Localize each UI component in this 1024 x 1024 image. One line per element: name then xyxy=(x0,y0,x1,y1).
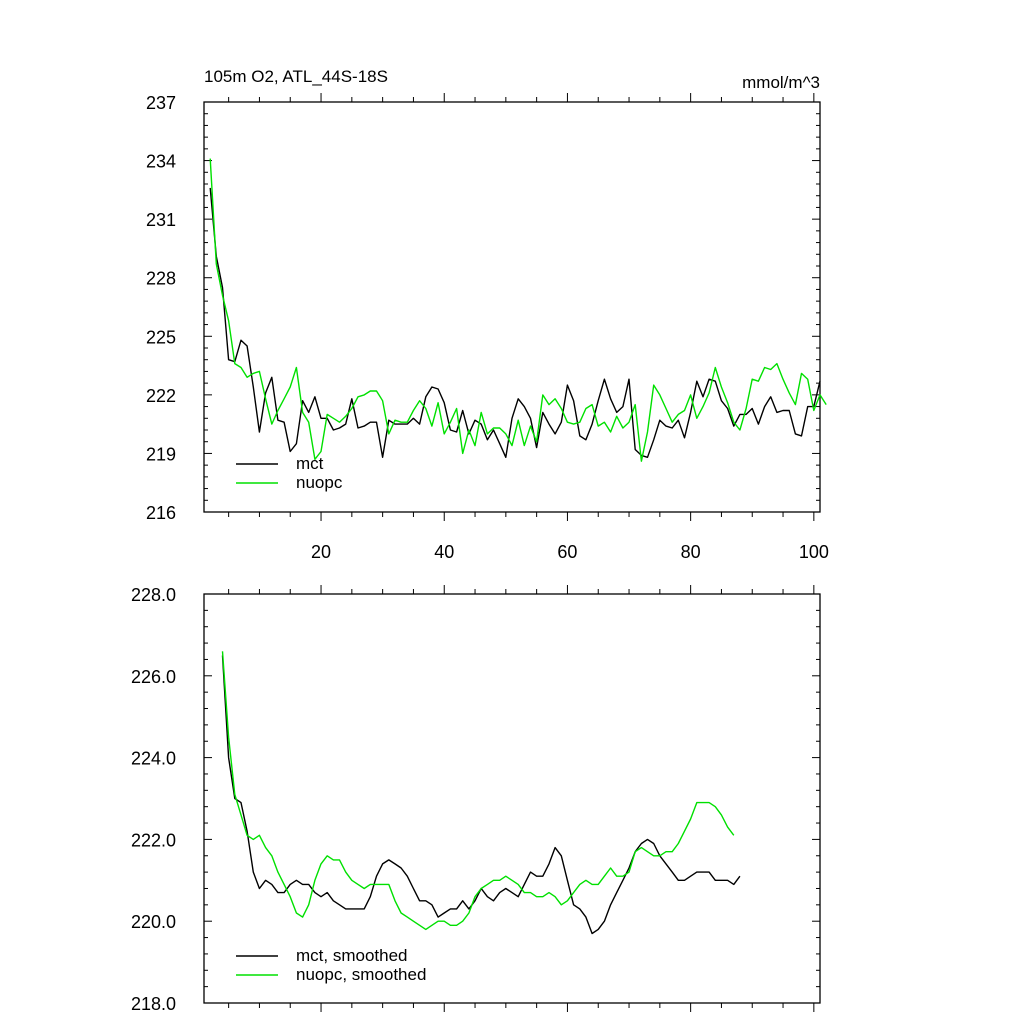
y-tick-label: 222 xyxy=(146,386,176,406)
y-tick-label: 219 xyxy=(146,444,176,464)
x-tick-label: 40 xyxy=(434,542,454,562)
series-line-mct xyxy=(209,187,821,458)
y-tick-label: 218.0 xyxy=(131,994,176,1014)
y-tick-label: 226.0 xyxy=(131,667,176,687)
y-tick-label: 234 xyxy=(146,152,176,172)
x-tick-label: 100 xyxy=(799,542,829,562)
y-tick-label: 228 xyxy=(146,269,176,289)
legend-label: mct xyxy=(296,454,324,473)
x-tick-label: 80 xyxy=(681,542,701,562)
x-tick-label: 60 xyxy=(557,542,577,562)
y-tick-label: 216 xyxy=(146,503,176,523)
bottom-chart-panel: 218.0 220.0 222.0 224.0 226.0 228.0 mct, smoot… xyxy=(131,585,821,1014)
y-tick-label: 228.0 xyxy=(131,585,176,605)
y-tick-label: 220.0 xyxy=(131,912,176,932)
chart-title: 105m O2, ATL_44S-18S xyxy=(204,67,388,86)
y-tick-label: 231 xyxy=(146,210,176,230)
y-tick-label: 237 xyxy=(146,93,176,113)
series-line-nuopc-smoothed xyxy=(221,651,735,931)
legend-label: mct, smoothed xyxy=(296,946,408,965)
top-chart-panel: 216 219 222 225 228 231 234 237 20 40 60 80 100 105m … xyxy=(146,67,829,562)
legend-label: nuopc, smoothed xyxy=(296,965,426,984)
series-line-nuopc xyxy=(209,158,827,462)
plot-frame xyxy=(203,101,821,513)
y-tick-label: 224.0 xyxy=(131,749,176,769)
y-tick-label: 225 xyxy=(146,327,176,347)
plot-frame xyxy=(203,593,821,1004)
units-label: mmol/m^3 xyxy=(742,73,820,92)
y-tick-label: 222.0 xyxy=(131,830,176,850)
x-tick-label: 20 xyxy=(311,542,331,562)
legend-label: nuopc xyxy=(296,473,343,492)
series-line-mct-smoothed xyxy=(221,655,741,935)
